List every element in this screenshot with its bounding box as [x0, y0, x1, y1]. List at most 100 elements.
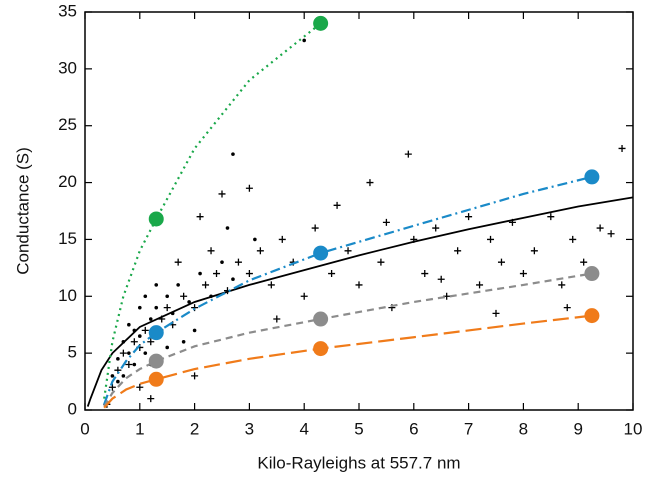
- x-tick-label: 2: [190, 419, 199, 438]
- plus-point: [432, 224, 440, 232]
- plus-point: [328, 270, 336, 278]
- dot-point: [138, 305, 142, 310]
- model-marker: [584, 266, 600, 282]
- plus-point: [421, 270, 429, 278]
- x-tick-label: 8: [519, 419, 528, 438]
- x-tick-label: 1: [135, 419, 144, 438]
- plus-point: [267, 281, 275, 289]
- dot-point: [198, 271, 202, 276]
- plus-point: [563, 304, 571, 312]
- model-line: [103, 175, 593, 405]
- plus-point: [147, 395, 155, 403]
- model-marker: [148, 371, 164, 387]
- plus-point: [234, 258, 242, 266]
- plus-point: [569, 235, 577, 243]
- dot-point: [116, 379, 120, 384]
- dot-point: [181, 339, 186, 344]
- dot-point: [225, 226, 230, 230]
- plus-point: [377, 258, 385, 266]
- model-marker: [584, 169, 600, 185]
- y-tick-label: 15: [58, 229, 77, 248]
- x-tick-label: 10: [624, 419, 643, 438]
- plus-point: [618, 144, 626, 152]
- plus-point: [136, 383, 144, 391]
- plus-point: [580, 258, 588, 266]
- dot-point: [138, 334, 142, 338]
- plus-point: [163, 304, 171, 312]
- plus-point: [202, 281, 210, 289]
- dot-point: [110, 374, 115, 378]
- plus-point: [497, 258, 505, 266]
- plus-point: [547, 213, 555, 221]
- plus-point: [256, 247, 264, 255]
- plus-point: [355, 281, 363, 289]
- plus-point: [191, 372, 199, 380]
- model-line: [103, 314, 593, 409]
- plus-point: [519, 270, 527, 278]
- plus-point: [213, 270, 221, 278]
- dot-point: [165, 294, 169, 299]
- dot-point: [231, 277, 235, 282]
- dot-point: [253, 237, 257, 242]
- dot-point: [127, 322, 131, 327]
- x-tick-label: 7: [464, 419, 473, 438]
- y-tick-label: 35: [58, 1, 77, 20]
- y-tick-label: 0: [68, 399, 77, 418]
- plus-point: [273, 315, 281, 323]
- y-axis-label: Conductance (S): [13, 147, 32, 275]
- y-tick-label: 10: [58, 286, 77, 305]
- plus-point: [465, 213, 473, 221]
- plus-point: [207, 247, 215, 255]
- x-tick-label: 3: [245, 419, 254, 438]
- model-marker: [313, 245, 329, 261]
- fit-line: [86, 196, 634, 407]
- x-tick-label: 5: [354, 419, 363, 438]
- plus-point: [454, 247, 462, 255]
- dot-point: [192, 328, 197, 333]
- dot-point: [176, 283, 180, 287]
- model-marker: [148, 325, 164, 341]
- dot-point: [132, 362, 137, 367]
- plus-point: [382, 218, 390, 226]
- x-tick-label: 6: [409, 419, 418, 438]
- y-tick-label: 30: [58, 58, 77, 77]
- model-marker: [313, 15, 329, 31]
- model-marker: [148, 353, 164, 369]
- plus-point: [530, 247, 538, 255]
- plus-point: [141, 326, 149, 334]
- plus-point: [218, 190, 226, 198]
- model-line: [103, 272, 593, 408]
- dot-point: [187, 300, 191, 304]
- x-tick-label: 9: [573, 419, 582, 438]
- dot-point: [143, 351, 148, 355]
- x-tick-label: 4: [299, 419, 308, 438]
- plus-point: [437, 275, 445, 283]
- plus-point: [558, 281, 566, 289]
- y-tick-label: 5: [68, 343, 77, 362]
- plus-point: [278, 235, 286, 243]
- plus-point: [125, 361, 133, 369]
- plus-point: [191, 304, 199, 312]
- plus-point: [607, 230, 615, 238]
- dot-point: [165, 345, 169, 350]
- plus-point: [245, 184, 253, 192]
- y-tick-label: 25: [58, 115, 77, 134]
- plus-point: [196, 213, 204, 221]
- dot-point: [127, 351, 131, 355]
- plus-point: [404, 150, 412, 158]
- model-marker: [313, 311, 329, 327]
- plus-point: [174, 258, 182, 266]
- dot-point: [231, 152, 235, 156]
- plus-point: [180, 292, 188, 300]
- plus-point: [130, 338, 138, 346]
- dot-point: [116, 357, 120, 361]
- plus-point: [333, 201, 341, 209]
- plus-point: [119, 349, 127, 357]
- plus-point: [366, 179, 374, 187]
- plus-point: [492, 309, 500, 317]
- plus-point: [311, 224, 319, 232]
- plus-point: [476, 281, 484, 289]
- dot-point: [121, 374, 126, 378]
- plus-point: [147, 338, 155, 346]
